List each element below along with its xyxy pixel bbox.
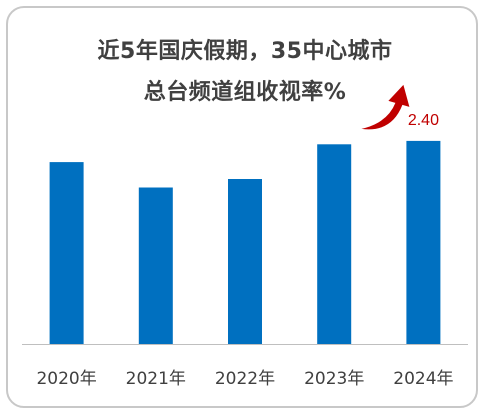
x-tick-label-1: 2021年 [126, 369, 186, 389]
data-label-4: 2.40 [408, 112, 439, 129]
bar-2 [228, 179, 262, 344]
x-tick-label-2: 2022年 [215, 369, 275, 389]
bar-4 [406, 140, 441, 344]
bar-1 [138, 187, 173, 344]
bar-3 [317, 144, 352, 344]
chart-title-line-2: 总台频道组收视率% [143, 80, 347, 105]
x-tick-label-3: 2023年 [304, 369, 364, 389]
x-tick-label-0: 2020年 [36, 369, 96, 389]
up-trend-arrow-icon [361, 84, 410, 130]
bar-0 [49, 162, 84, 344]
chart-title-line-1: 近5年国庆假期，35中心城市 [97, 39, 393, 64]
x-tick-label-4: 2024年 [393, 369, 453, 389]
